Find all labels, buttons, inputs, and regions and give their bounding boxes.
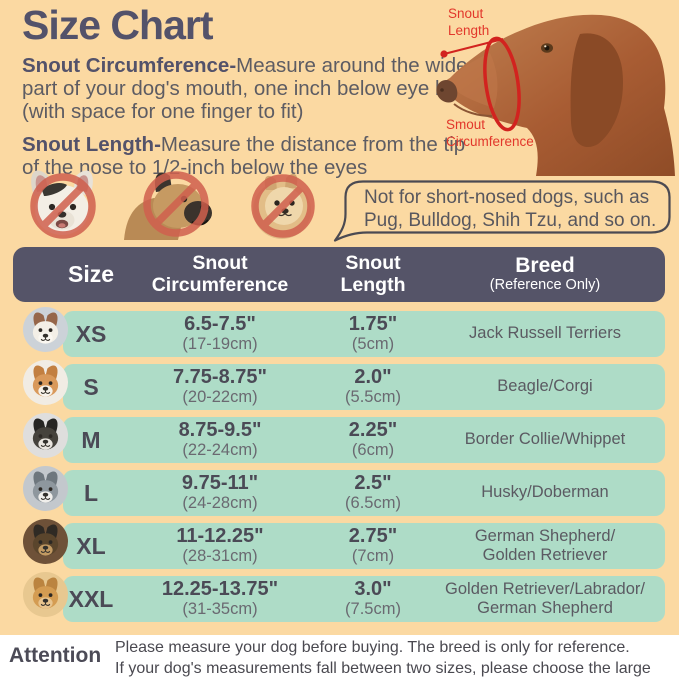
size-cell: XXL xyxy=(68,585,114,612)
attention-text: Please measure your dog before buying. T… xyxy=(115,638,679,677)
circumference-value: 7.75-8.75" xyxy=(173,366,267,389)
snout-circumference-loop-icon xyxy=(483,36,521,132)
avatar-german-shepherd xyxy=(23,519,68,564)
header-snout-circumference: Snout Circumference xyxy=(151,252,289,296)
table-row-l: L 9.75-11" (24-28cm) 2.5" (6.5cm) Husky/Do… xyxy=(13,466,665,516)
size-table: Size Snout Circumference Snout Length Br… xyxy=(13,247,665,622)
avatar-husky xyxy=(23,466,68,511)
intro-section: Size Chart Snout Circumference-Measure a… xyxy=(22,2,484,190)
table-row-xs: XS 6.5-7.5" (17-19cm) 1.75" (5cm) Jack Rus… xyxy=(13,307,665,357)
length-value: 2.75" xyxy=(348,525,398,548)
breed-cell: Jack Russell Terriers xyxy=(469,324,621,343)
size-cell: XL xyxy=(76,532,106,559)
circumference-cm: (24-28cm) xyxy=(182,494,258,513)
table-row-xxl: XXL 12.25-13.75" (31-35cm) 3.0" (7.5cm) Go… xyxy=(13,572,665,622)
size-cell: S xyxy=(83,373,99,400)
no-symbol-icon xyxy=(251,174,315,238)
avatar-golden-retriever xyxy=(23,572,68,617)
avatar-jack-russell-terrier xyxy=(23,307,68,352)
table-row-s: S 7.75-8.75" (20-22cm) 2.0" (5.5cm) Beagle… xyxy=(13,360,665,410)
attention-label: Attention xyxy=(9,644,102,667)
snout-length-term: Snout Length- xyxy=(22,132,161,156)
snout-circumference-term: Snout Circumference- xyxy=(22,54,237,77)
length-value: 1.75" xyxy=(348,313,398,336)
length-cm: (6cm) xyxy=(351,441,395,460)
table-row-m: M 8.75-9.5" (22-24cm) 2.25" (6cm) Border C… xyxy=(13,413,665,463)
length-value: 2.5" xyxy=(354,472,392,495)
dog-head-measurement-diagram: Snout Length Smout Circumference xyxy=(430,0,679,176)
length-cm: (7cm) xyxy=(351,547,395,566)
prohibited-dog-pug xyxy=(116,166,228,240)
length-value: 2.0" xyxy=(354,366,392,389)
dog-nose xyxy=(436,80,458,103)
snout-circumference-definition: Measure around the widest part of your d… xyxy=(22,54,484,123)
warning-bubble: Not for short-nosed dogs, such as Pug, B… xyxy=(333,180,673,244)
avatar-corgi xyxy=(23,360,68,405)
size-cell: XS xyxy=(75,320,107,347)
breed-cell: Golden Retriever/Labrador/ German Shephe… xyxy=(445,579,645,617)
snout-length-definition: Measure the distance from the tip of the… xyxy=(22,132,466,179)
snout-length-leader-line-icon xyxy=(443,38,504,55)
snout-length-callout: Snout Length xyxy=(448,6,490,38)
circumference-value: 11-12.25" xyxy=(176,525,264,548)
attention-line-2: If your dog's measurements fall between … xyxy=(115,659,651,677)
header-snout-length: Snout Length xyxy=(340,252,406,296)
circumference-cm: (20-22cm) xyxy=(182,388,258,407)
header-size: Size xyxy=(67,261,115,287)
circumference-cm: (17-19cm) xyxy=(182,335,258,354)
breed-cell: German Shepherd/ Golden Retriever xyxy=(474,526,616,564)
no-symbol-icon xyxy=(143,171,209,237)
size-cell: L xyxy=(83,479,99,506)
page-title: Size Chart xyxy=(22,2,214,48)
size-cell: M xyxy=(81,426,101,453)
no-symbol-icon xyxy=(30,173,96,239)
circumference-cm: (22-24cm) xyxy=(182,441,258,460)
speech-bubble-outline-icon xyxy=(333,180,671,242)
circumference-cm: (31-35cm) xyxy=(182,600,258,619)
length-value: 3.0" xyxy=(354,578,392,601)
dog-head-photo xyxy=(436,14,675,176)
length-cm: (5cm) xyxy=(351,335,395,354)
table-row-xl: XL 11-12.25" (28-31cm) 2.75" (7cm) German … xyxy=(13,519,665,569)
attention-line-1: Please measure your dog before buying. T… xyxy=(115,639,630,656)
length-cm: (7.5cm) xyxy=(345,600,401,619)
prohibited-dog-french-bulldog xyxy=(4,166,114,240)
instruction-snout-circumference: Snout Circumference-Measure around the w… xyxy=(22,54,484,124)
length-cm: (5.5cm) xyxy=(345,388,401,407)
header-breed-title: Breed xyxy=(515,254,575,278)
circumference-value: 12.25-13.75" xyxy=(161,578,279,601)
avatar-border-collie xyxy=(23,413,68,458)
header-breed: Breed (Reference Only) xyxy=(425,255,665,293)
warning-bubble-text: Not for short-nosed dogs, such as Pug, B… xyxy=(364,187,657,231)
table-header-row: Size Snout Circumference Snout Length Br… xyxy=(13,247,665,302)
breed-cell: Beagle/Corgi xyxy=(497,377,593,396)
attention-footer: Attention Please measure your dog before… xyxy=(0,635,679,677)
circumference-value: 9.75-11" xyxy=(181,472,259,495)
circumference-value: 8.75-9.5" xyxy=(178,419,262,442)
snout-circumference-callout: Smout Circumference xyxy=(446,117,534,149)
circumference-value: 6.5-7.5" xyxy=(184,313,256,336)
circumference-cm: (28-31cm) xyxy=(182,547,258,566)
length-value: 2.25" xyxy=(348,419,398,442)
header-breed-note: (Reference Only) xyxy=(489,277,601,294)
instruction-snout-length: Snout Length-Measure the distance from t… xyxy=(22,132,484,180)
breed-cell: Husky/Doberman xyxy=(481,483,609,502)
prohibited-dog-pomeranian xyxy=(230,168,332,240)
breed-cell: Border Collie/Whippet xyxy=(464,430,626,449)
length-cm: (6.5cm) xyxy=(345,494,401,513)
